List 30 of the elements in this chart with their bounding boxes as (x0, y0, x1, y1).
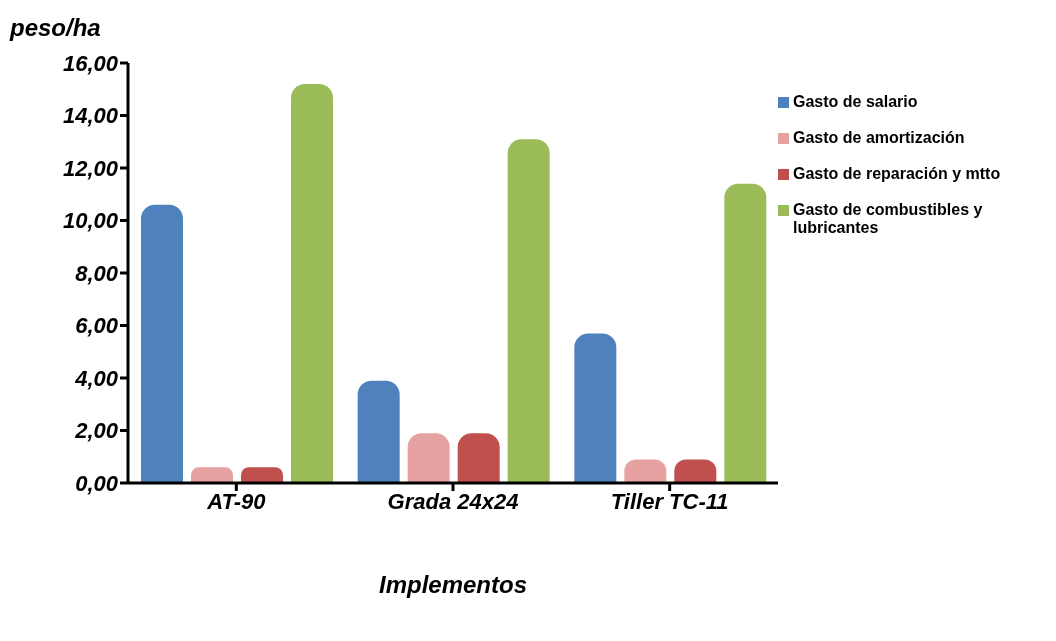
legend-label: Gasto de reparación y mtto (793, 165, 1001, 183)
bar (674, 459, 717, 483)
x-axis-title: Implementos (378, 571, 528, 598)
bar (507, 139, 550, 483)
legend-label: Gasto de salario (793, 93, 918, 111)
y-tick-label: 6,00 (75, 313, 119, 339)
x-tick-label: Grada 24x24 (387, 488, 519, 514)
bar (407, 433, 450, 483)
bar (241, 467, 283, 483)
bar (624, 459, 667, 483)
bar (357, 380, 400, 483)
y-tick-label: 0,00 (75, 470, 119, 496)
legend-label: Gasto de combustibles y lubricantes (793, 201, 984, 237)
bar (724, 183, 767, 483)
x-tick-label: AT-90 (206, 488, 267, 514)
bar (141, 204, 183, 483)
bar (291, 84, 333, 483)
y-tick-label: 8,00 (75, 260, 119, 286)
y-tick-label: 4,00 (74, 365, 119, 391)
bar (191, 467, 233, 483)
bar (457, 433, 500, 483)
y-tick-label: 10,00 (62, 208, 119, 234)
x-tick-label: Tiller TC-11 (610, 488, 729, 514)
bar (574, 333, 617, 483)
y-tick-label: 2,00 (74, 418, 119, 444)
y-tick-label: 12,00 (62, 155, 119, 181)
y-tick-label: 16,00 (62, 50, 119, 76)
y-axis-title: peso/ha (10, 14, 101, 42)
legend-label: Gasto de amortización (793, 129, 965, 147)
y-tick-label: 14,00 (62, 103, 119, 129)
